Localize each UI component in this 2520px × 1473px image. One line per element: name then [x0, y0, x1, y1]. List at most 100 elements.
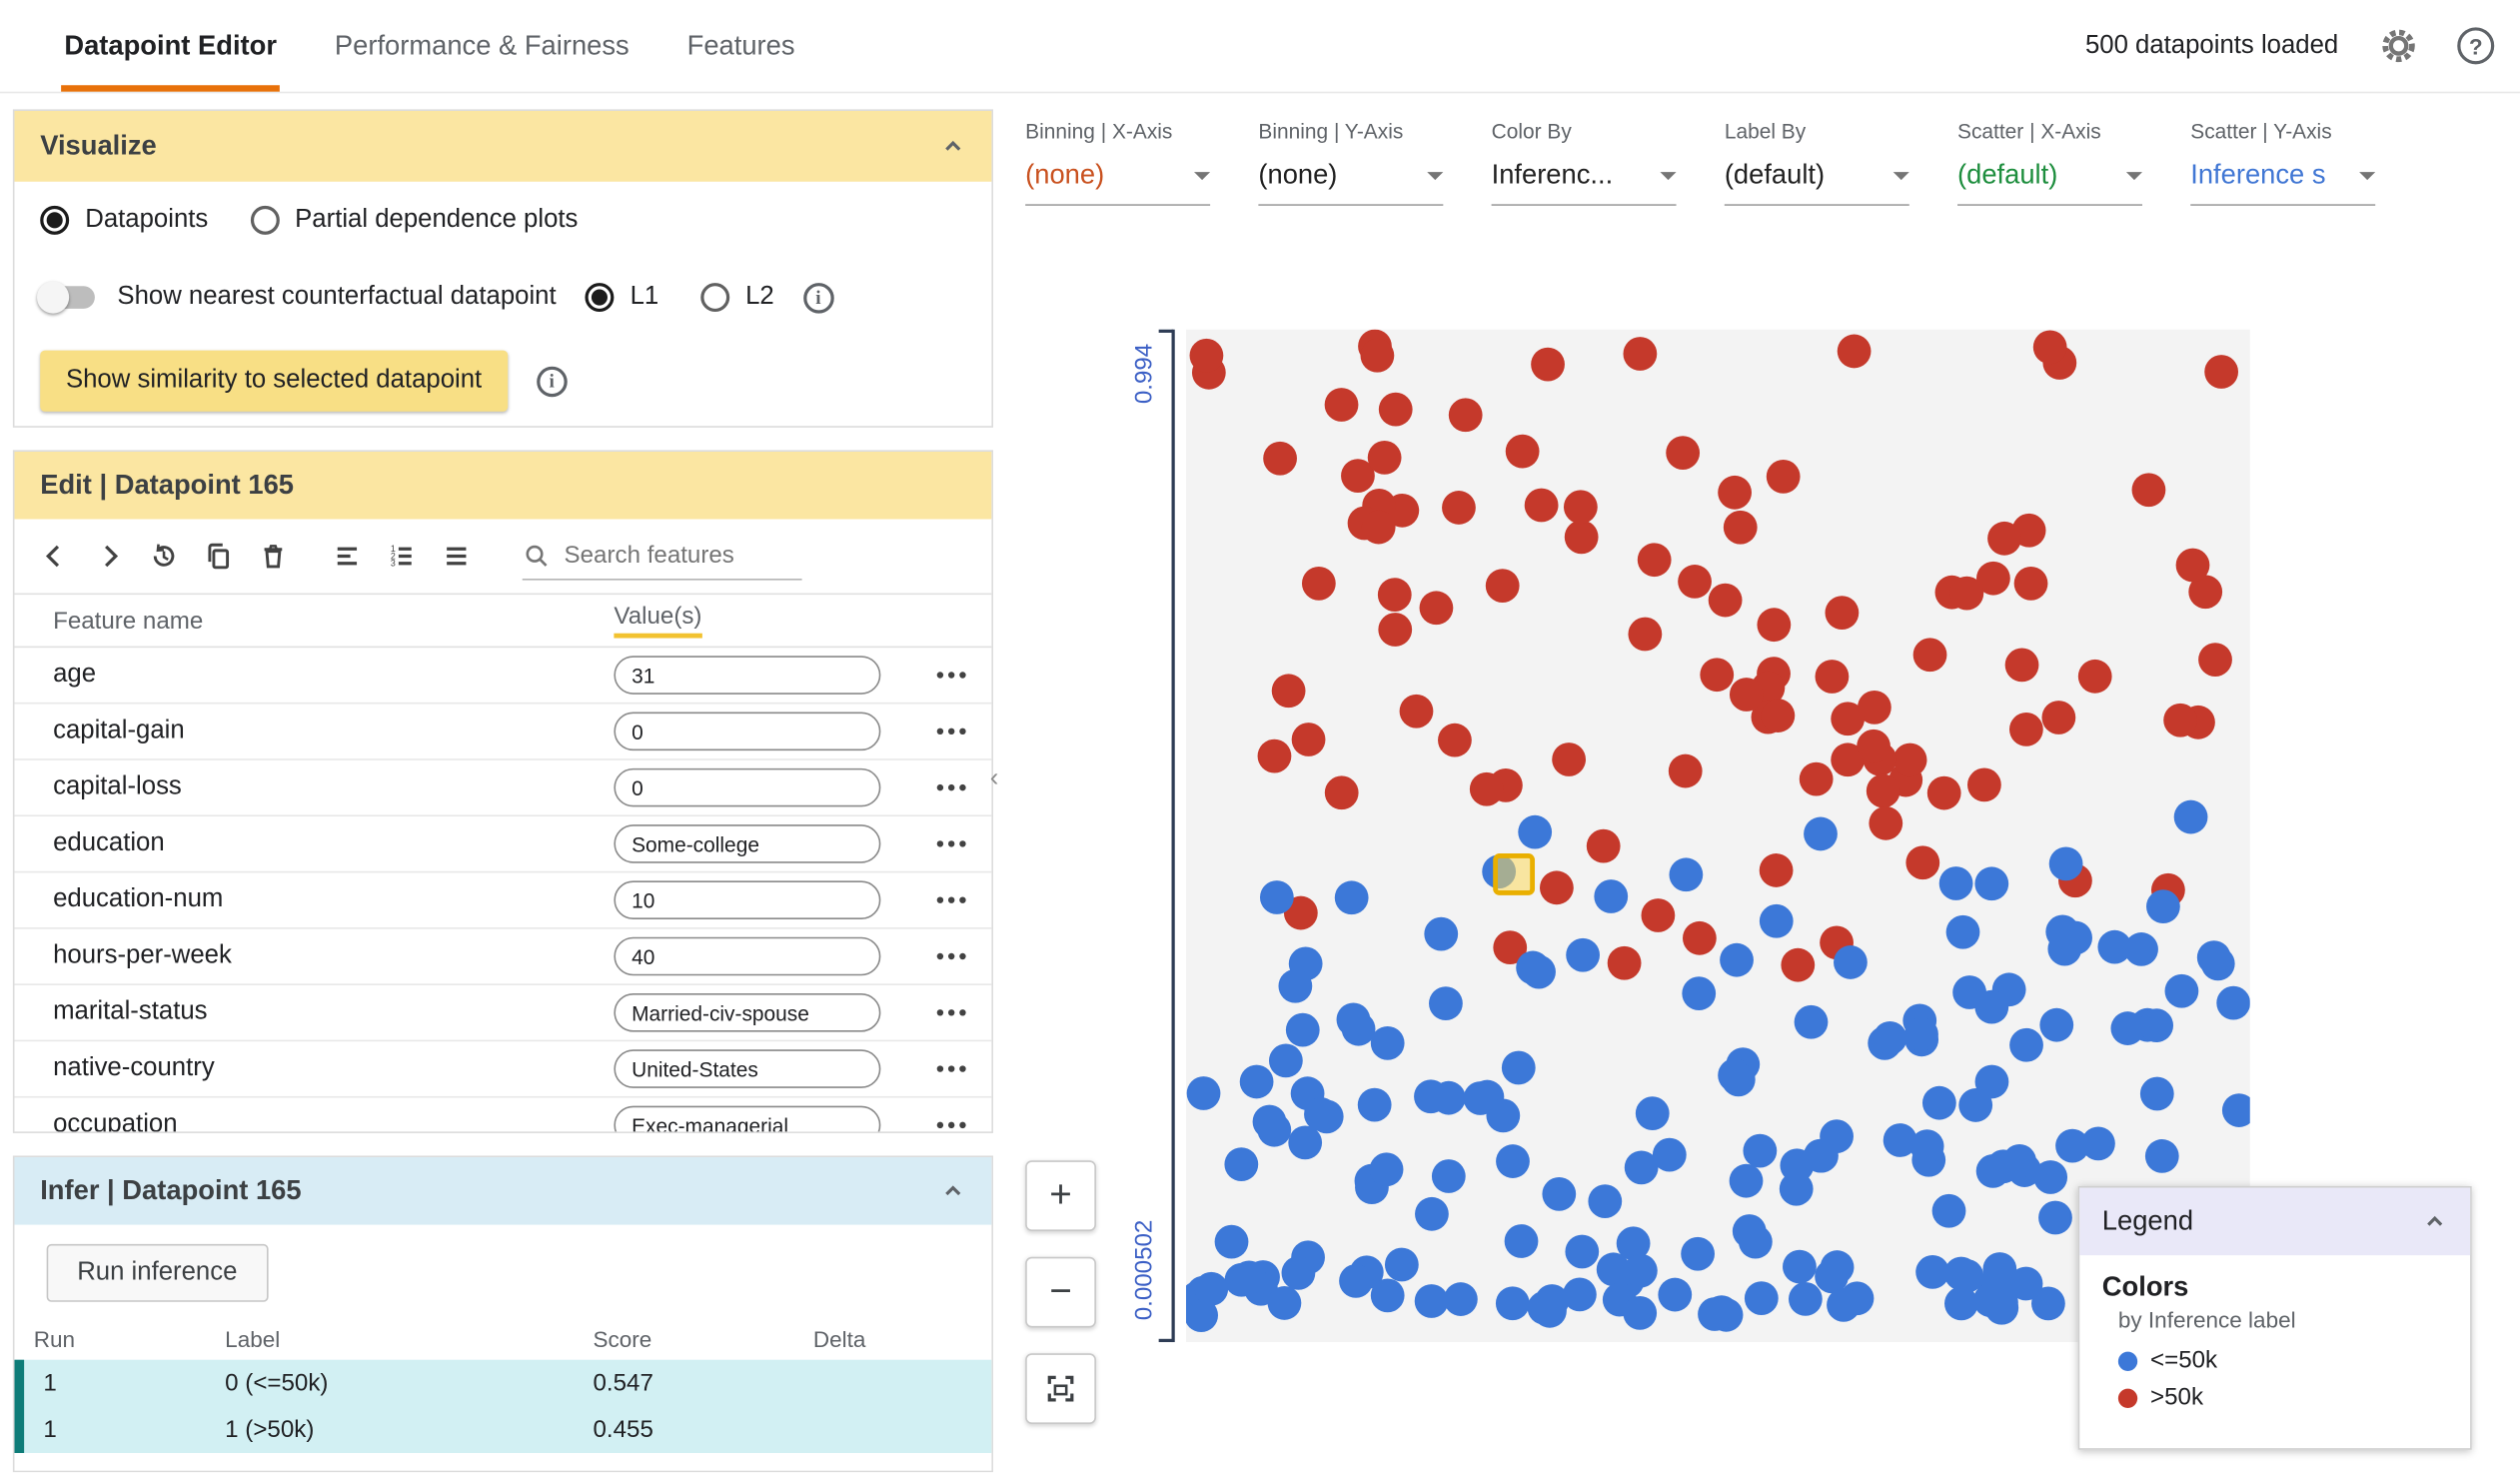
- datapoint-red[interactable]: [1668, 753, 1703, 788]
- feature-value-input[interactable]: [614, 824, 881, 863]
- datapoint-blue[interactable]: [1652, 1137, 1687, 1172]
- datapoint-blue[interactable]: [1921, 1085, 1956, 1120]
- datapoint-red[interactable]: [2041, 701, 2076, 735]
- datapoint-red[interactable]: [1361, 510, 1396, 545]
- datapoint-red[interactable]: [1967, 767, 2001, 802]
- datapoint-blue[interactable]: [2031, 1286, 2065, 1321]
- control-scatter-x-axis[interactable]: Scatter | X-Axis (default): [1957, 119, 2142, 206]
- datapoint-red[interactable]: [1493, 930, 1528, 965]
- datapoint-red[interactable]: [1815, 660, 1850, 694]
- datapoint-red[interactable]: [1781, 947, 1816, 982]
- datapoint-red[interactable]: [1341, 459, 1375, 493]
- numbered-list-icon-button[interactable]: 1 2 3: [375, 529, 430, 584]
- datapoint-red[interactable]: [1552, 742, 1587, 776]
- datapoint-red[interactable]: [1718, 475, 1752, 510]
- infer-panel-header[interactable]: Infer | Datapoint 165: [14, 1157, 992, 1225]
- datapoint-red[interactable]: [2198, 643, 2232, 677]
- datapoint-blue[interactable]: [1533, 1293, 1567, 1328]
- datapoint-blue[interactable]: [1974, 1064, 2009, 1099]
- datapoint-blue[interactable]: [1990, 1267, 2024, 1302]
- datapoint-blue[interactable]: [1623, 1253, 1658, 1288]
- datapoint-red[interactable]: [1564, 520, 1599, 555]
- datapoint-blue[interactable]: [1566, 937, 1601, 972]
- datapoint-red[interactable]: [1678, 565, 1712, 599]
- datapoint-blue[interactable]: [1495, 1286, 1530, 1321]
- datapoint-blue[interactable]: [1370, 1278, 1405, 1313]
- datapoint-blue[interactable]: [1563, 1277, 1597, 1312]
- datapoint-red[interactable]: [1759, 853, 1794, 887]
- datapoint-blue[interactable]: [1805, 1138, 1839, 1173]
- feature-options-button[interactable]: [936, 1009, 992, 1016]
- datapoint-blue[interactable]: [1698, 1297, 1732, 1331]
- collapse-chevron-icon[interactable]: [2422, 1209, 2448, 1235]
- datapoint-red[interactable]: [1757, 608, 1792, 643]
- datapoint-red[interactable]: [1540, 870, 1574, 905]
- datapoint-blue[interactable]: [1522, 954, 1556, 989]
- datapoint-blue[interactable]: [2164, 973, 2199, 1008]
- datapoint-red[interactable]: [1831, 702, 1866, 736]
- datapoint-red[interactable]: [1857, 690, 1891, 725]
- datapoint-red[interactable]: [2188, 575, 2223, 610]
- align-left-icon-button[interactable]: [320, 529, 375, 584]
- datapoint-blue[interactable]: [1278, 968, 1313, 1003]
- datapoint-red[interactable]: [1912, 638, 1947, 673]
- datapoint-red[interactable]: [1485, 569, 1520, 603]
- datapoint-red[interactable]: [1324, 388, 1359, 422]
- datapoint-blue[interactable]: [1496, 1144, 1530, 1178]
- datapoint-red[interactable]: [1729, 678, 1764, 712]
- datapoint-red[interactable]: [1399, 694, 1434, 729]
- datapoint-blue[interactable]: [1975, 1153, 2010, 1188]
- l1-radio[interactable]: [585, 283, 615, 313]
- datapoint-blue[interactable]: [1414, 1284, 1449, 1318]
- datapoint-blue[interactable]: [1669, 857, 1704, 892]
- feature-value-input[interactable]: [614, 936, 881, 976]
- feature-value-input[interactable]: [614, 767, 881, 807]
- datapoint-blue[interactable]: [1369, 1152, 1404, 1187]
- selected-datapoint-marker[interactable]: [1493, 853, 1536, 895]
- search-features-input[interactable]: [561, 540, 789, 571]
- control-binning-x-axis[interactable]: Binning | X-Axis (none): [1025, 119, 1211, 206]
- datapoint-red[interactable]: [1448, 398, 1483, 433]
- scatter-plot[interactable]: [1185, 329, 2250, 1343]
- datapoint-red[interactable]: [1857, 729, 1890, 763]
- datapoint-blue[interactable]: [1943, 1256, 1978, 1291]
- datapoint-blue[interactable]: [1779, 1171, 1814, 1206]
- datapoint-blue[interactable]: [1616, 1226, 1651, 1261]
- datapoint-red[interactable]: [1949, 576, 1984, 611]
- feature-value-input[interactable]: [614, 992, 881, 1032]
- datapoint-blue[interactable]: [1429, 986, 1463, 1021]
- datapoint-blue[interactable]: [2144, 1139, 2179, 1173]
- datapoint-red[interactable]: [1531, 347, 1565, 382]
- tab-features[interactable]: Features: [686, 29, 795, 61]
- datapoint-red[interactable]: [1586, 828, 1621, 863]
- feature-value-input[interactable]: [614, 656, 881, 695]
- datapoint-blue[interactable]: [1424, 916, 1459, 951]
- datapoint-red[interactable]: [1623, 337, 1658, 371]
- datapoint-blue[interactable]: [1414, 1079, 1448, 1114]
- datapoint-blue[interactable]: [1384, 1247, 1419, 1282]
- datapoint-blue[interactable]: [1565, 1234, 1600, 1269]
- datapoint-blue[interactable]: [1486, 1098, 1521, 1133]
- datapoint-blue[interactable]: [1834, 945, 1868, 979]
- datapoint-blue[interactable]: [1915, 1254, 1949, 1289]
- zoom-fit-button[interactable]: [1025, 1353, 1096, 1425]
- datapoint-blue[interactable]: [1304, 1097, 1338, 1131]
- datapoint-red[interactable]: [1469, 771, 1504, 806]
- datapoint-blue[interactable]: [1501, 1050, 1536, 1085]
- datapoint-red[interactable]: [1271, 674, 1306, 709]
- datapoint-red[interactable]: [2004, 648, 2039, 683]
- datapoint-blue[interactable]: [1239, 1064, 1274, 1099]
- datapoint-blue[interactable]: [1259, 880, 1294, 914]
- feature-value-input[interactable]: [614, 1105, 881, 1132]
- datapoint-blue[interactable]: [1743, 1133, 1778, 1168]
- show-similarity-button[interactable]: Show similarity to selected datapoint: [40, 350, 508, 412]
- datapoint-red[interactable]: [1892, 742, 1927, 777]
- datapoint-blue[interactable]: [1820, 1250, 1855, 1284]
- datapoint-blue[interactable]: [1958, 1088, 1993, 1122]
- datapoint-red[interactable]: [1378, 392, 1413, 427]
- datapoint-blue[interactable]: [2173, 799, 2208, 834]
- help-icon[interactable]: ?: [2457, 27, 2495, 65]
- datapoint-red[interactable]: [2077, 659, 2112, 694]
- feature-options-button[interactable]: [936, 1065, 992, 1072]
- datapoint-red[interactable]: [1666, 436, 1701, 470]
